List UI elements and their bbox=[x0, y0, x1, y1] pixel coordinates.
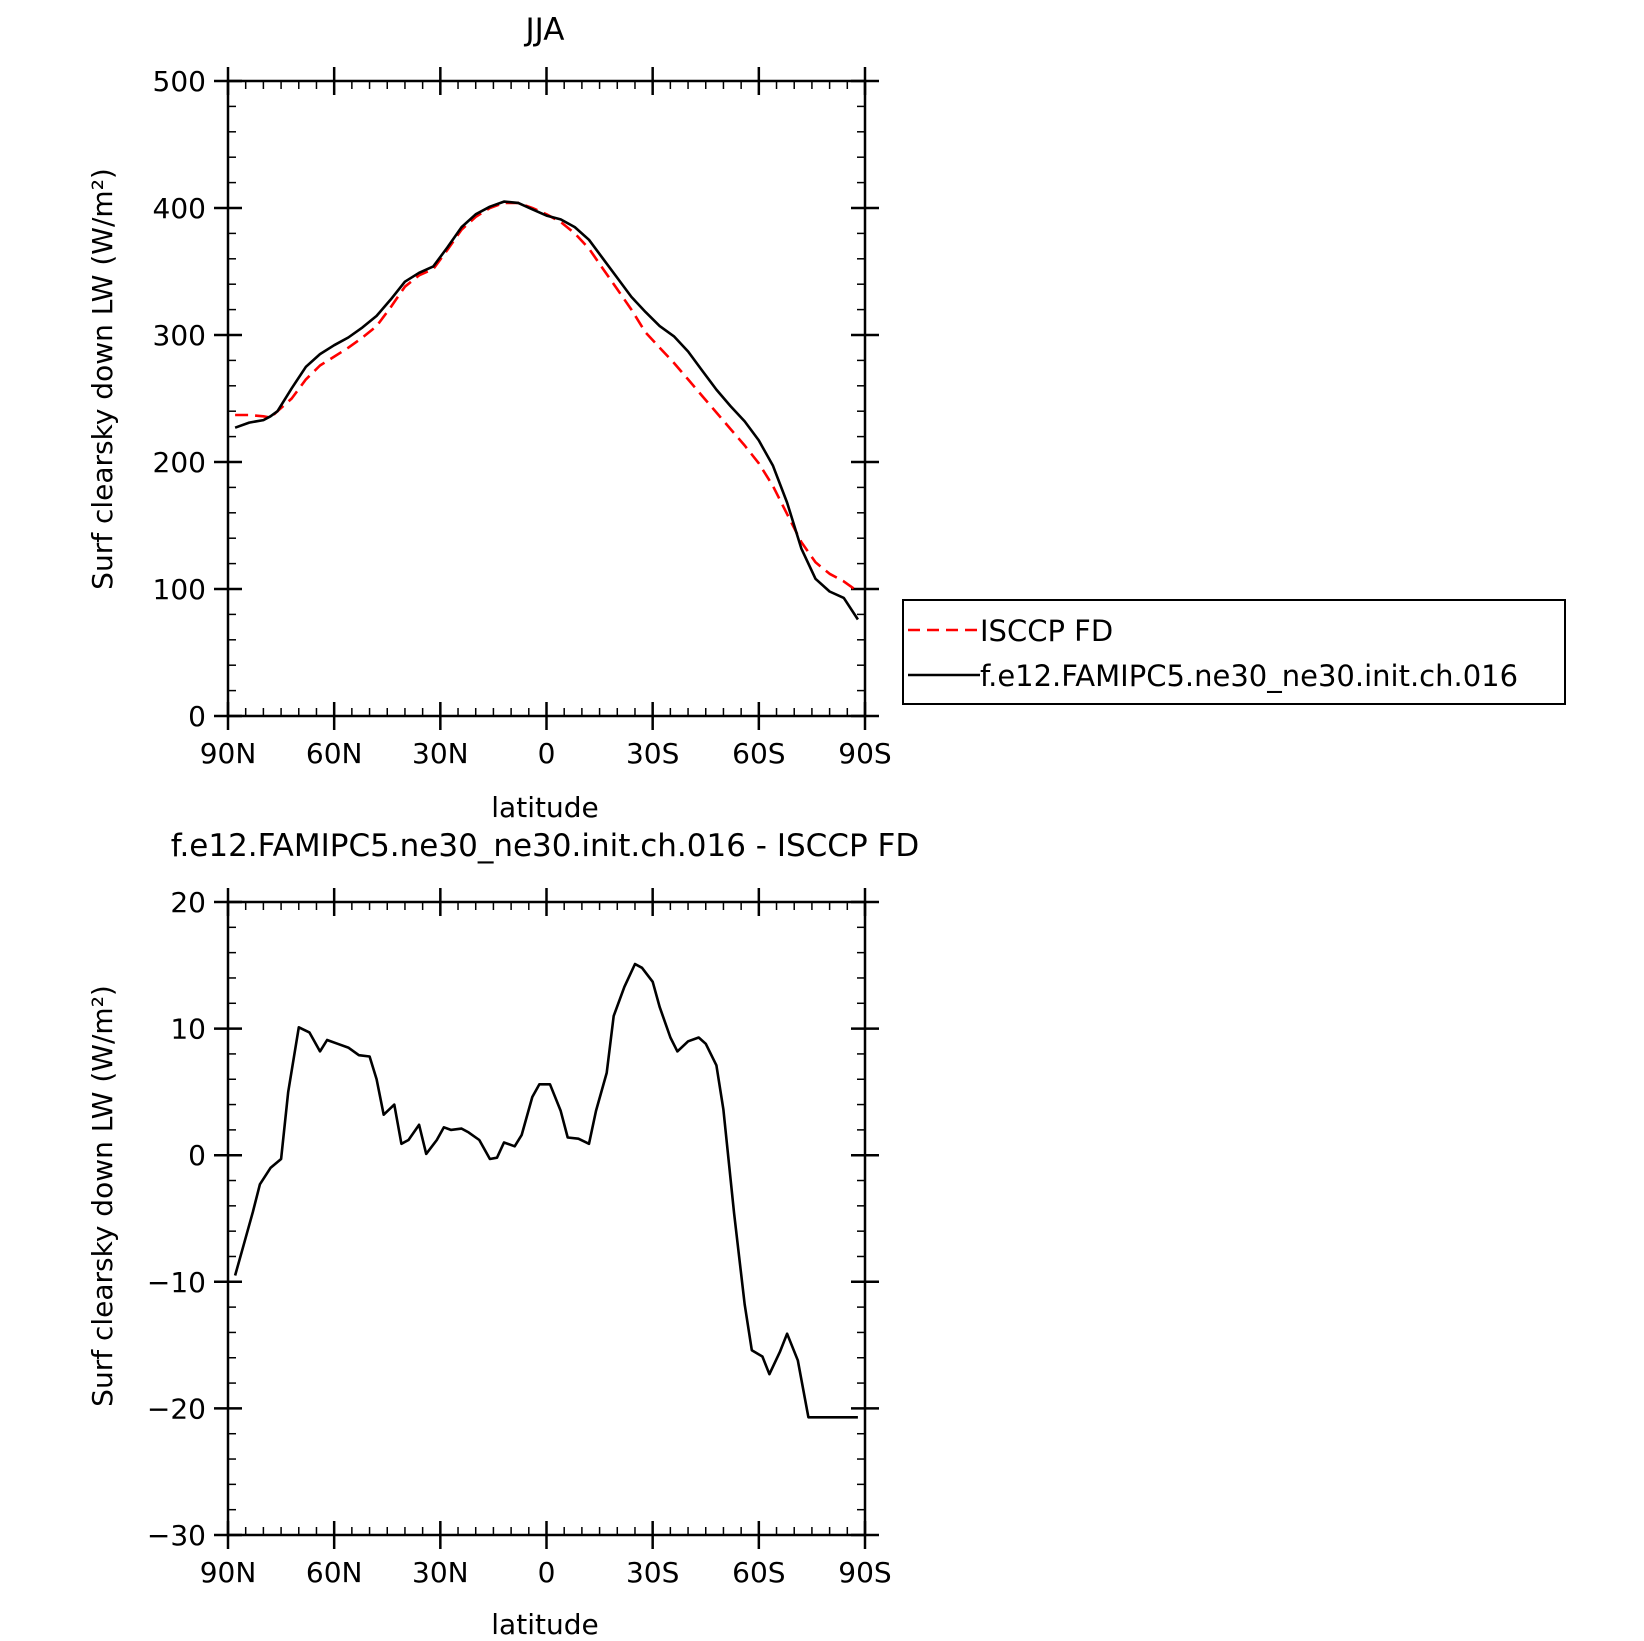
bottom-panel-series-line-0 bbox=[233, 962, 858, 1419]
top-panel-x-tick-label: 0 bbox=[538, 737, 556, 770]
bottom-panel-series bbox=[233, 962, 858, 1419]
bottom-panel-x-tick-label: 0 bbox=[538, 1556, 556, 1589]
top-panel-x-tick-label: 60S bbox=[732, 737, 785, 770]
legend-label-model: f.e12.FAMIPC5.ne30_ne30.init.ch.016 bbox=[980, 659, 1518, 693]
legend-box bbox=[902, 599, 1566, 705]
bottom-panel-x-tick-label: 30N bbox=[412, 1556, 469, 1589]
bottom-panel-x-axis-label: latitude bbox=[491, 1608, 598, 1641]
top-panel-y-tick-label: 500 bbox=[153, 65, 206, 98]
bottom-panel-y-axis-label: Surf clearsky down LW (W/m²) bbox=[86, 985, 119, 1407]
bottom-panel-x-tick-label: 60S bbox=[732, 1556, 785, 1589]
top-panel-series bbox=[234, 200, 859, 621]
top-panel-y-tick-label: 200 bbox=[153, 446, 206, 479]
bottom-panel-y-tick-label: −10 bbox=[147, 1266, 206, 1299]
top-panel-x-tick-label: 90S bbox=[838, 737, 891, 770]
top-panel-y-tick-label: 400 bbox=[153, 192, 206, 225]
top-panel-x-axis-label: latitude bbox=[491, 791, 598, 824]
top-panel-series-line-0 bbox=[235, 201, 859, 593]
bottom-panel-title: f.e12.FAMIPC5.ne30_ne30.init.ch.016 - IS… bbox=[171, 828, 919, 864]
bottom-panel-plot-frame bbox=[226, 900, 867, 1537]
bottom-panel-y-tick-label: 20 bbox=[170, 886, 206, 919]
bottom-panel-axes: −30 −20 −10 0 10 20 90N 60N 30N 0 30S 60S 90S bbox=[147, 886, 892, 1589]
top-panel-x-tick-label: 90N bbox=[200, 737, 257, 770]
bottom-panel: f.e12.FAMIPC5.ne30_ne30.init.ch.016 - IS… bbox=[86, 828, 919, 1641]
top-panel-x-tick-label: 60N bbox=[306, 737, 363, 770]
top-panel-series-line-1 bbox=[234, 200, 859, 621]
bottom-panel-x-tick-label: 30S bbox=[626, 1556, 679, 1589]
bottom-panel-y-tick-label: 10 bbox=[170, 1013, 206, 1046]
top-panel-x-tick-label: 30S bbox=[626, 737, 679, 770]
top-panel-axes: 0 100 200 300 400 500 90N 60N 30N 0 30S 60S 90S bbox=[153, 65, 892, 770]
top-panel: JJA latitude Surf clearsky down LW (W/m²… bbox=[86, 12, 892, 824]
bottom-panel-x-tick-label: 60N bbox=[306, 1556, 363, 1589]
legend-label-isccp: ISCCP FD bbox=[980, 614, 1113, 648]
top-panel-y-tick-label: 300 bbox=[153, 319, 206, 352]
bottom-panel-y-tick-label: −30 bbox=[147, 1519, 206, 1552]
bottom-panel-x-tick-label: 90S bbox=[838, 1556, 891, 1589]
bottom-panel-y-tick-label: −20 bbox=[147, 1392, 206, 1425]
legend: ISCCP FD f.e12.FAMIPC5.ne30_ne30.init.ch… bbox=[902, 599, 1566, 705]
bottom-panel-x-tick-label: 90N bbox=[200, 1556, 257, 1589]
top-panel-plot-frame bbox=[226, 79, 867, 718]
top-panel-title: JJA bbox=[524, 12, 565, 48]
top-panel-y-tick-label: 100 bbox=[153, 573, 206, 606]
bottom-panel-y-tick-label: 0 bbox=[188, 1139, 206, 1172]
top-panel-x-tick-label: 30N bbox=[412, 737, 469, 770]
top-panel-y-tick-label: 0 bbox=[188, 700, 206, 733]
top-panel-y-axis-label: Surf clearsky down LW (W/m²) bbox=[86, 168, 119, 590]
